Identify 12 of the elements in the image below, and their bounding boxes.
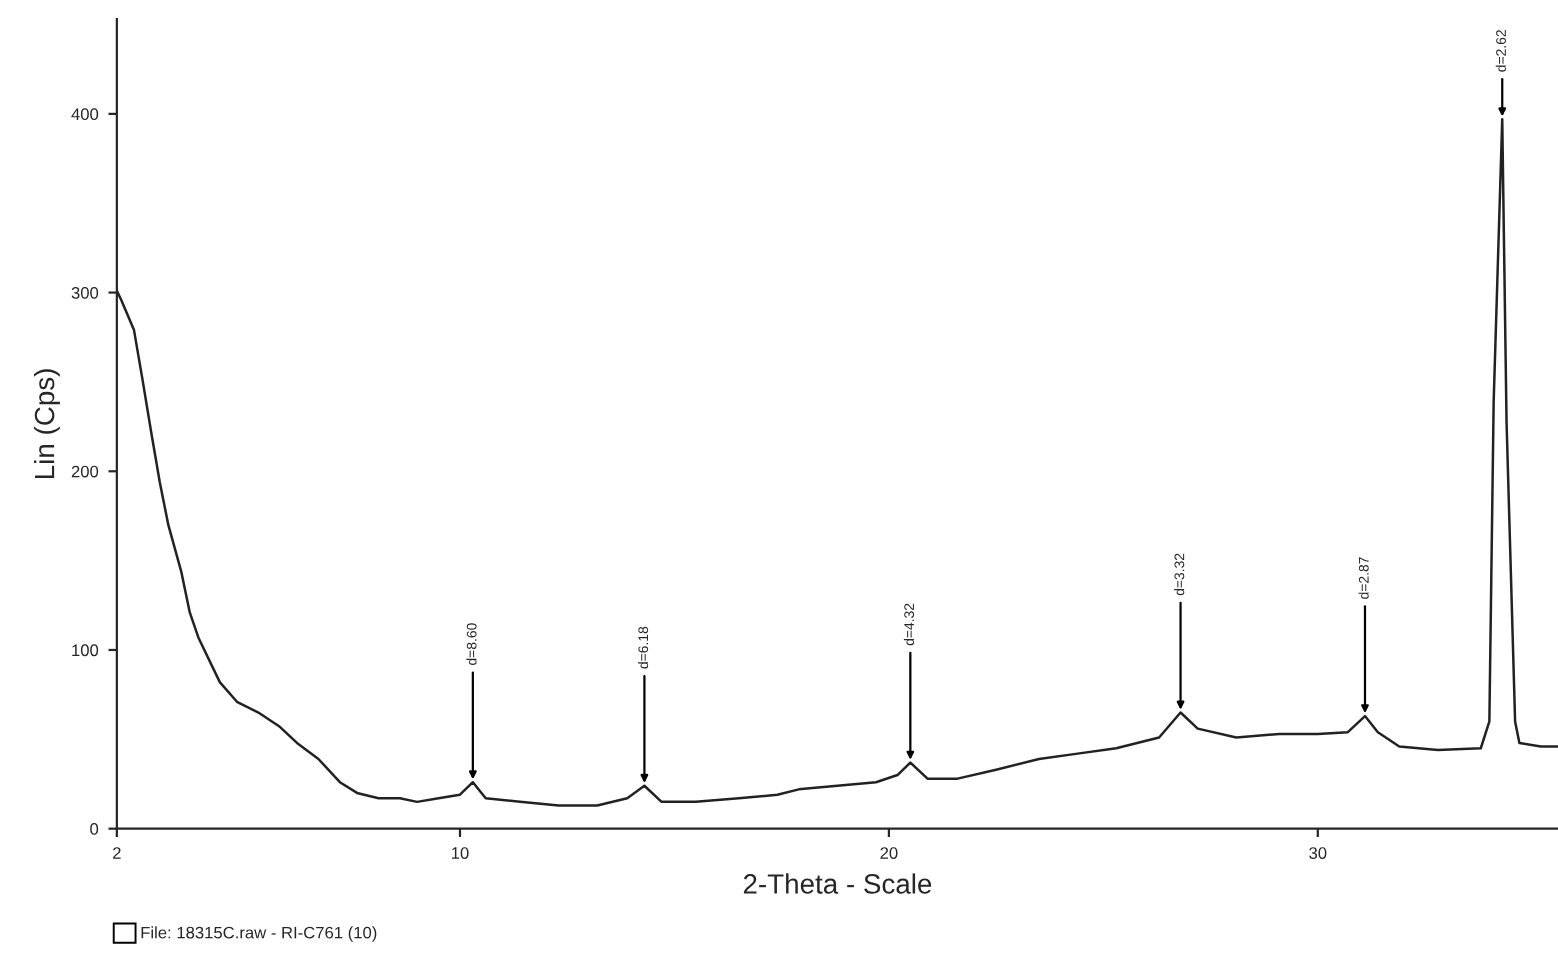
y-tick-label: 300: [71, 286, 99, 299]
x-tick-label: 2: [113, 847, 121, 859]
x-tick-label: 10: [451, 847, 469, 859]
y-tick-label: 400: [71, 108, 99, 121]
y-tick-label: 0: [90, 823, 99, 835]
x-tick-label: 30: [1309, 847, 1327, 859]
x-axis-title: 2-Theta - Scale: [743, 873, 932, 894]
y-tick-label: 100: [72, 644, 99, 657]
text: File: 18315C.raw - RI-C761 (10): [141, 926, 377, 942]
x-tick-label: 20: [880, 847, 898, 859]
y-axis-title: Lin (Cps): [33, 369, 60, 478]
y-tick-label: 200: [71, 465, 99, 478]
